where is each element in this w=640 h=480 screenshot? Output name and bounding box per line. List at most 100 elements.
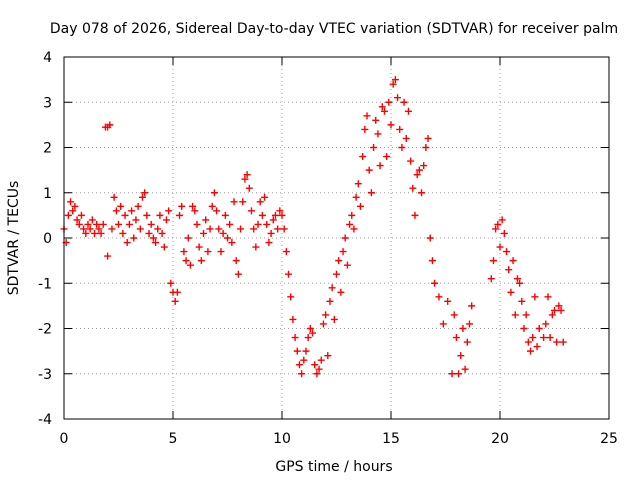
x-tick-label: 20 xyxy=(491,431,509,447)
data-point-marker xyxy=(531,293,539,301)
data-point-marker xyxy=(69,207,77,215)
data-point-marker xyxy=(108,225,116,233)
data-point-marker xyxy=(276,207,284,215)
data-point-marker xyxy=(374,130,382,138)
data-point-marker xyxy=(241,175,249,183)
data-point-marker xyxy=(348,211,356,219)
x-tick-label: 25 xyxy=(600,431,618,447)
data-point-marker xyxy=(516,279,524,287)
data-point-marker xyxy=(215,225,223,233)
data-point-marker xyxy=(293,347,301,355)
data-point-marker xyxy=(402,134,410,142)
data-point-marker xyxy=(141,189,149,197)
data-point-marker xyxy=(498,216,506,224)
data-point-marker xyxy=(287,293,295,301)
data-point-marker xyxy=(313,370,321,378)
data-point-marker xyxy=(261,193,269,201)
data-point-marker xyxy=(376,162,384,170)
grid-lines xyxy=(64,57,609,419)
data-point-marker xyxy=(424,134,432,142)
data-point-marker xyxy=(267,229,275,237)
data-point-marker xyxy=(422,144,430,151)
data-point-marker xyxy=(195,243,203,251)
data-point-marker xyxy=(237,225,245,233)
data-point-marker xyxy=(206,225,214,233)
data-point-marker xyxy=(123,239,131,247)
data-point-marker xyxy=(271,211,279,219)
data-point-marker xyxy=(138,193,146,201)
data-point-marker xyxy=(282,248,290,256)
data-point-marker xyxy=(210,189,218,197)
data-point-marker xyxy=(324,352,332,360)
data-point-marker xyxy=(91,229,99,237)
data-point-marker xyxy=(396,125,404,133)
data-point-marker xyxy=(383,153,391,161)
data-point-marker xyxy=(385,98,393,106)
data-point-marker xyxy=(450,311,458,319)
data-point-marker xyxy=(311,361,319,369)
data-point-marker xyxy=(389,80,397,88)
data-point-marker xyxy=(535,325,543,332)
data-point-marker xyxy=(160,243,168,251)
data-point-marker xyxy=(455,370,463,378)
data-point-marker xyxy=(217,248,225,256)
data-point-marker xyxy=(289,315,297,323)
data-point-marker xyxy=(232,257,240,265)
data-point-marker xyxy=(221,211,229,219)
data-point-marker xyxy=(252,243,260,251)
data-point-marker xyxy=(256,198,264,206)
data-point-marker xyxy=(513,275,521,283)
data-point-marker xyxy=(95,225,103,233)
data-point-marker xyxy=(104,252,112,260)
y-tick-label: 1 xyxy=(43,186,52,202)
data-point-marker xyxy=(328,284,336,292)
data-point-marker xyxy=(75,220,83,228)
data-point-marker xyxy=(548,311,556,319)
data-point-marker xyxy=(208,202,216,210)
data-point-marker xyxy=(553,338,561,346)
data-point-marker xyxy=(309,329,317,337)
data-point-marker xyxy=(77,211,85,219)
data-point-marker xyxy=(84,220,92,228)
data-point-marker xyxy=(213,207,221,215)
data-point-marker xyxy=(356,202,364,210)
data-point-marker xyxy=(226,220,234,228)
data-point-marker xyxy=(496,243,504,251)
y-tick-label: 3 xyxy=(43,95,52,111)
data-point-marker xyxy=(243,171,251,179)
data-point-marker xyxy=(239,198,247,206)
data-point-marker xyxy=(200,229,208,237)
data-point-marker xyxy=(507,288,515,296)
data-point-marker xyxy=(82,229,90,237)
data-point-marker xyxy=(158,229,166,237)
data-point-marker xyxy=(452,334,460,342)
data-point-marker xyxy=(302,347,310,355)
data-point-marker xyxy=(136,225,144,233)
data-point-marker xyxy=(130,234,138,242)
data-point-marker xyxy=(258,211,266,219)
data-point-marker xyxy=(540,334,548,342)
data-point-marker xyxy=(67,198,75,206)
data-point-marker xyxy=(121,211,129,219)
data-point-marker xyxy=(99,220,107,228)
data-point-marker xyxy=(337,288,345,296)
data-point-marker xyxy=(341,234,349,242)
y-tick-label: -3 xyxy=(38,367,52,383)
data-point-marker xyxy=(448,370,456,378)
data-point-marker xyxy=(503,248,511,256)
x-axis-label: GPS time / hours xyxy=(275,459,392,475)
data-points xyxy=(60,76,567,378)
data-point-marker xyxy=(542,320,550,328)
data-point-marker xyxy=(350,225,358,233)
data-point-marker xyxy=(494,220,502,228)
data-point-marker xyxy=(527,347,535,355)
data-point-marker xyxy=(444,297,452,305)
data-point-marker xyxy=(125,220,133,228)
data-point-marker xyxy=(132,216,140,224)
data-point-marker xyxy=(147,220,155,228)
data-point-marker xyxy=(346,220,354,228)
data-point-marker xyxy=(420,162,428,170)
x-tick-label: 10 xyxy=(273,431,291,447)
data-point-marker xyxy=(557,306,565,314)
